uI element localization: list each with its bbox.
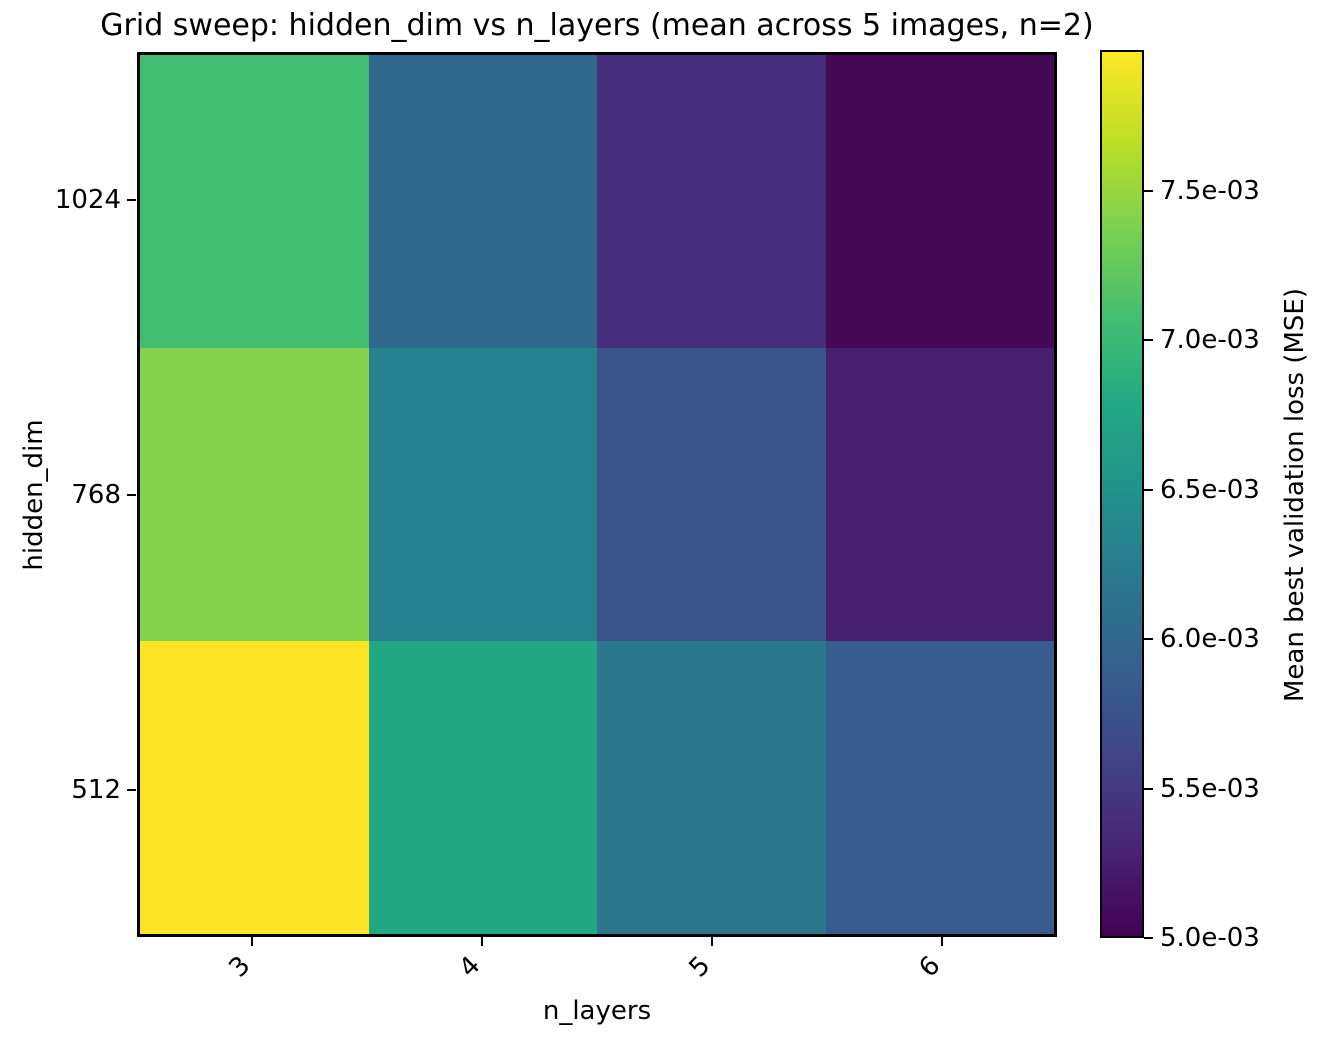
colorbar-tick-mark xyxy=(1144,937,1153,939)
heatmap-cell-512-5 xyxy=(597,641,826,934)
heatmap-cell-768-5 xyxy=(597,348,826,641)
heatmap-cell-512-4 xyxy=(368,641,597,934)
heatmap-cell-512-3 xyxy=(140,641,369,934)
colorbar-tick-label: 5.5e-03 xyxy=(1160,773,1260,804)
x-axis-label: n_layers xyxy=(542,996,652,1026)
colorbar-tick-mark xyxy=(1144,638,1153,640)
colorbar-tick-mark xyxy=(1144,189,1153,192)
heatmap-cell-1024-3 xyxy=(140,55,369,348)
heatmap-cell-1024-5 xyxy=(597,55,826,348)
colorbar xyxy=(1100,50,1144,938)
colorbar-tick-label: 7.5e-03 xyxy=(1160,175,1260,206)
heatmap-cell-768-3 xyxy=(140,348,369,641)
heatmap-cell-1024-4 xyxy=(368,55,597,348)
colorbar-tick-label: 6.5e-03 xyxy=(1160,474,1260,505)
x-tick-mark xyxy=(251,937,253,946)
x-tick-label: 3 xyxy=(223,950,257,984)
colorbar-tick-mark xyxy=(1144,488,1153,491)
x-tick-mark xyxy=(711,937,713,946)
colorbar-tick-label: 7.0e-03 xyxy=(1160,325,1260,356)
colorbar-tick-label: 5.0e-03 xyxy=(1160,923,1260,953)
colorbar-tick-mark xyxy=(1144,339,1153,342)
x-tick-label: 4 xyxy=(453,950,487,984)
y-tick-mark xyxy=(127,788,136,791)
plot-area xyxy=(137,52,1057,937)
y-tick-mark xyxy=(127,493,136,496)
heatmap-cell-1024-6 xyxy=(825,55,1054,348)
y-tick-label: 1024 xyxy=(54,184,121,215)
heatmap-cell-512-6 xyxy=(825,641,1054,934)
heatmap-grid xyxy=(140,55,1054,934)
x-tick-label: 6 xyxy=(913,950,947,984)
x-tick-mark xyxy=(941,937,943,946)
y-tick-label: 768 xyxy=(71,479,121,510)
colorbar-tick-mark xyxy=(1144,787,1153,790)
chart-title: Grid sweep: hidden_dim vs n_layers (mean… xyxy=(100,8,1094,43)
x-tick-mark xyxy=(481,937,483,946)
y-tick-label: 512 xyxy=(71,774,121,805)
y-tick-mark xyxy=(127,198,136,201)
heatmap-cell-768-4 xyxy=(368,348,597,641)
heatmap-cell-768-6 xyxy=(825,348,1054,641)
colorbar-tick-label: 6.0e-03 xyxy=(1160,624,1260,654)
x-tick-label: 5 xyxy=(683,950,717,984)
